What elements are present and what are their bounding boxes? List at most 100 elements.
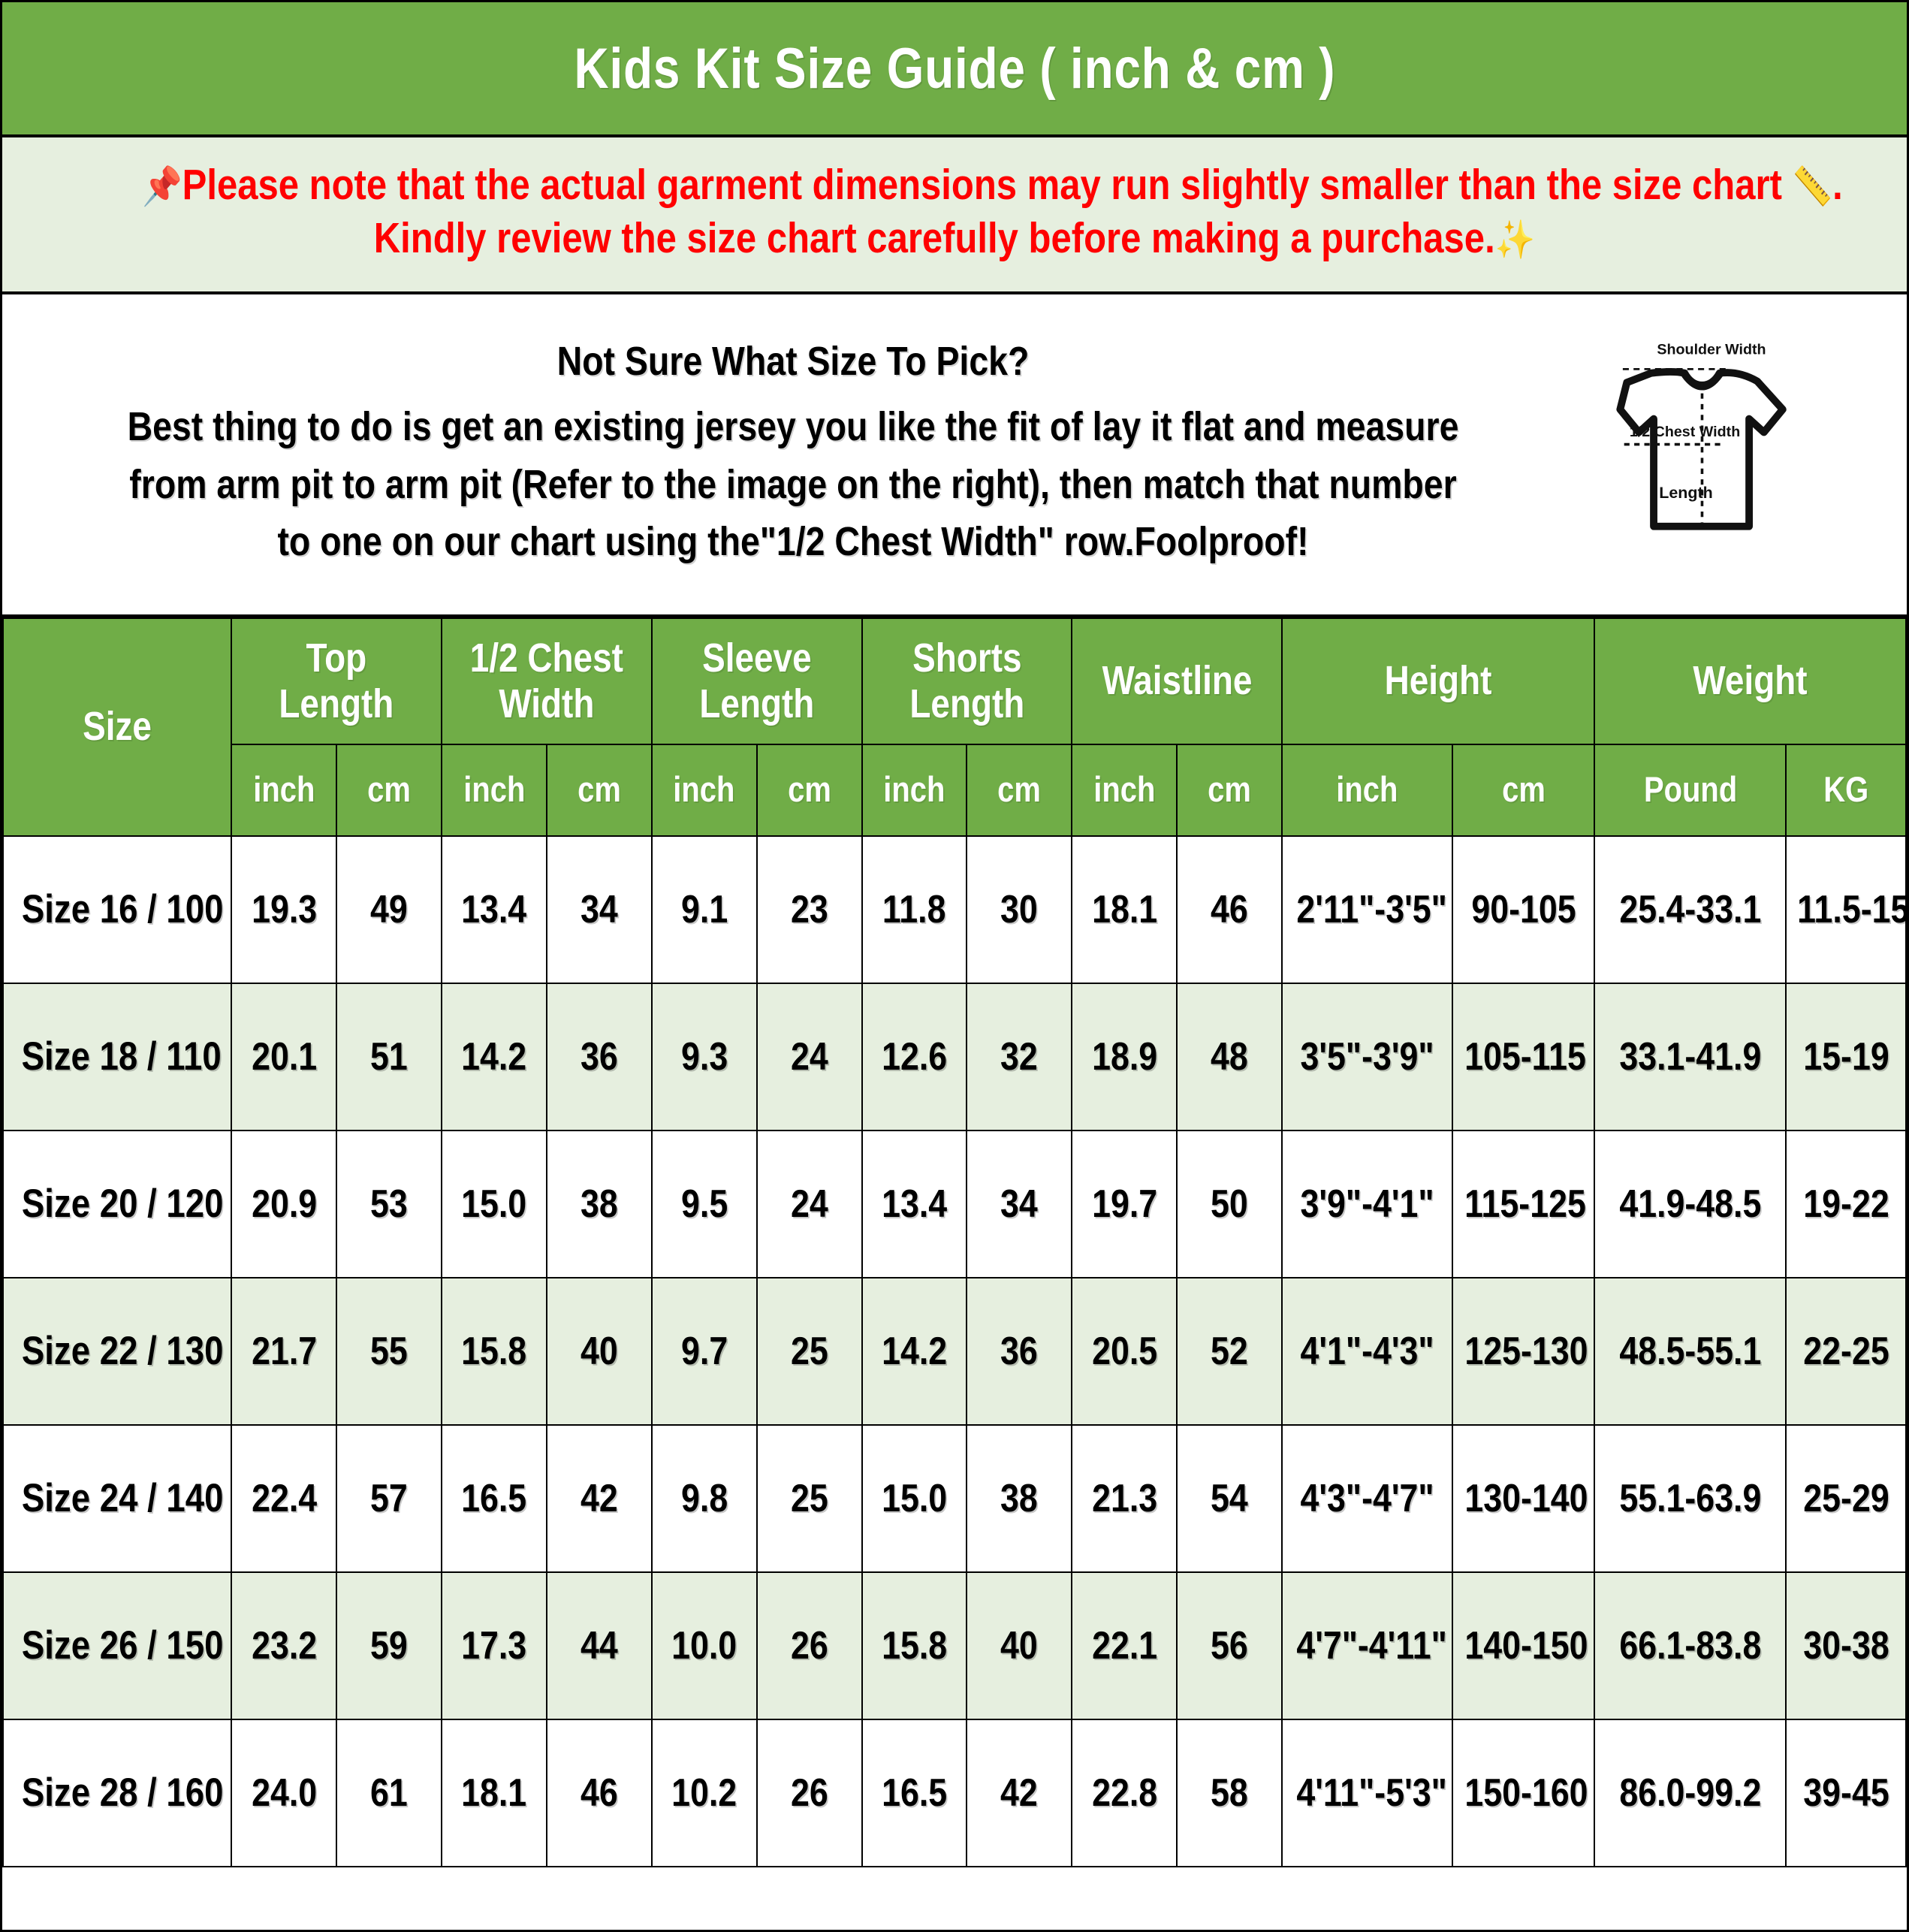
measurement-cell: 61 bbox=[336, 1718, 443, 1867]
measurement-cell: 49 bbox=[336, 835, 443, 984]
cell-text: 3'9"-4'1" bbox=[1300, 1182, 1434, 1226]
measurement-cell: 57 bbox=[336, 1423, 443, 1573]
measurement-cell: 4'11"-5'3" bbox=[1280, 1718, 1454, 1867]
info-line-1: Best thing to do is get an existing jers… bbox=[127, 403, 1459, 449]
measurement-cell: 19.7 bbox=[1071, 1129, 1178, 1278]
notice-line-1-text: Please note that the actual garment dime… bbox=[182, 161, 1782, 209]
cell-text: 9.5 bbox=[680, 1182, 728, 1226]
cell-text: 23 bbox=[790, 887, 828, 931]
measurement-cell: 25 bbox=[755, 1423, 863, 1573]
cell-text: 25 bbox=[790, 1329, 828, 1373]
measurement-cell: 22.1 bbox=[1071, 1571, 1178, 1720]
measurement-cell: 59 bbox=[336, 1571, 443, 1720]
measurement-cell: 3'5"-3'9" bbox=[1280, 982, 1454, 1131]
cell-text: 61 bbox=[370, 1770, 409, 1815]
cell-text: 18.1 bbox=[1091, 887, 1157, 931]
measurement-cell: 56 bbox=[1176, 1571, 1283, 1720]
table-row: Size 18 / 110 20.1 51 14.2 36 9.3 24 12.6 32 18.9… bbox=[2, 982, 1907, 1131]
cell-text: 11.5-15 bbox=[1797, 887, 1909, 931]
header-weight: Weight bbox=[1594, 617, 1907, 745]
measurement-cell: 24 bbox=[755, 982, 863, 1131]
cell-text: 55.1-63.9 bbox=[1619, 1476, 1762, 1520]
measurement-cell: 21.7 bbox=[231, 1276, 338, 1426]
measurement-cell: 90-105 bbox=[1451, 835, 1596, 984]
measurement-cell: 3'9"-4'1" bbox=[1280, 1129, 1454, 1278]
notice-line-2-text: Kindly review the size chart carefully b… bbox=[373, 214, 1495, 263]
measurement-cell: 51 bbox=[336, 982, 443, 1131]
cell-text: 44 bbox=[581, 1623, 618, 1668]
cell-text: 26 bbox=[790, 1770, 828, 1815]
measurement-cell: 38 bbox=[545, 1129, 653, 1278]
cell-text: 150-160 bbox=[1464, 1770, 1588, 1815]
unit-header-cell: cm bbox=[755, 743, 863, 837]
measurement-cell: 38 bbox=[966, 1423, 1073, 1573]
measurement-cell: 34 bbox=[966, 1129, 1073, 1278]
tshirt-diagram: Shoulder Width 1/2 Chest Width Length bbox=[1584, 323, 1907, 586]
cell-text: 15.0 bbox=[881, 1476, 947, 1520]
cell-text: 12.6 bbox=[881, 1034, 947, 1079]
table-row: Size 26 / 150 23.2 59 17.3 44 10.0 26 15.8 40 22.… bbox=[2, 1571, 1907, 1720]
cell-text: 38 bbox=[581, 1182, 618, 1226]
cell-text: 9.7 bbox=[680, 1329, 728, 1373]
cell-text: 15.0 bbox=[461, 1182, 527, 1226]
measurement-cell: 46 bbox=[545, 1718, 653, 1867]
cell-text: 19.7 bbox=[1091, 1182, 1157, 1226]
measurement-cell: 19-22 bbox=[1785, 1129, 1907, 1278]
measurement-cell: 15.0 bbox=[441, 1129, 547, 1278]
cell-text: 9.1 bbox=[680, 887, 728, 931]
ruler-icon: 📏 bbox=[1792, 165, 1833, 208]
length-label: Length bbox=[1659, 484, 1713, 502]
table-body: Size 16 / 100 19.3 49 13.4 34 9.1 23 11.8 30 18.1… bbox=[2, 835, 1909, 1867]
measurement-cell: 15-19 bbox=[1785, 982, 1907, 1131]
cell-text: 15-19 bbox=[1802, 1034, 1889, 1079]
unit-header-cell: inch bbox=[650, 743, 758, 837]
unit-header-cell: inch bbox=[231, 743, 338, 837]
measurement-cell: 14.2 bbox=[441, 982, 547, 1131]
measurement-cell: 14.2 bbox=[861, 1276, 968, 1426]
measurement-cell: 48.5-55.1 bbox=[1594, 1276, 1787, 1426]
table-row: Size 22 / 130 21.7 55 15.8 40 9.7 25 14.2 36 20.5… bbox=[2, 1276, 1907, 1426]
measurement-cell: 4'3"-4'7" bbox=[1280, 1423, 1454, 1573]
cell-text: 58 bbox=[1211, 1770, 1248, 1815]
tshirt-illustration-svg: Shoulder Width 1/2 Chest Width Length bbox=[1616, 341, 1787, 530]
unit-header-cell: inch bbox=[861, 743, 968, 837]
measurement-cell: 130-140 bbox=[1451, 1423, 1596, 1573]
group-header-row: Size Top Length 1/2 Chest Width Sleeve L… bbox=[2, 617, 1907, 837]
unit-header-cell: inch bbox=[441, 743, 547, 837]
cell-text: 34 bbox=[1000, 1182, 1039, 1226]
measurement-cell: 24.0 bbox=[231, 1718, 338, 1867]
measurement-cell: 42 bbox=[545, 1423, 653, 1573]
cell-text: 51 bbox=[370, 1034, 409, 1079]
info-heading: Not Sure What Size To Pick? bbox=[556, 339, 1030, 385]
measurement-cell: 41.9-48.5 bbox=[1594, 1129, 1787, 1278]
measurement-cell: 34 bbox=[545, 835, 653, 984]
measurement-cell: 4'1"-4'3" bbox=[1280, 1276, 1454, 1426]
cell-text: 21.3 bbox=[1091, 1476, 1157, 1520]
size-label-cell: Size 16 / 100 bbox=[2, 835, 233, 984]
table-row: Size 28 / 160 24.0 61 18.1 46 10.2 26 16.5 42 22.… bbox=[2, 1718, 1907, 1867]
measurement-cell: 13.4 bbox=[861, 1129, 968, 1278]
measurement-cell: 13.4 bbox=[441, 835, 547, 984]
measurement-cell: 18.1 bbox=[1071, 835, 1178, 984]
unit-header-cell: cm bbox=[336, 743, 443, 837]
cell-text: 20.1 bbox=[251, 1034, 317, 1079]
measurement-cell: 19.3 bbox=[231, 835, 338, 984]
measurement-cell: 115-125 bbox=[1451, 1129, 1596, 1278]
cell-text: 17.3 bbox=[461, 1623, 527, 1668]
info-text-block: Not Sure What Size To Pick? Best thing t… bbox=[2, 315, 1584, 593]
cell-text: 22-25 bbox=[1802, 1329, 1889, 1373]
cell-text: 23.2 bbox=[251, 1623, 317, 1668]
measurement-cell: 20.5 bbox=[1071, 1276, 1178, 1426]
measurement-cell: 20.1 bbox=[231, 982, 338, 1131]
cell-text: 39-45 bbox=[1802, 1770, 1889, 1815]
cell-text: 38 bbox=[1000, 1476, 1039, 1520]
size-label-cell: Size 24 / 140 bbox=[2, 1423, 233, 1573]
cell-text: 16.5 bbox=[881, 1770, 947, 1815]
cell-text: 19-22 bbox=[1802, 1182, 1889, 1226]
shoulder-width-label: Shoulder Width bbox=[1657, 341, 1766, 358]
table-row: Size 24 / 140 22.4 57 16.5 42 9.8 25 15.0 38 21.3… bbox=[2, 1423, 1907, 1573]
measurement-cell: 30 bbox=[966, 835, 1073, 984]
cell-text: 56 bbox=[1211, 1623, 1248, 1668]
cell-text: 34 bbox=[581, 887, 618, 931]
